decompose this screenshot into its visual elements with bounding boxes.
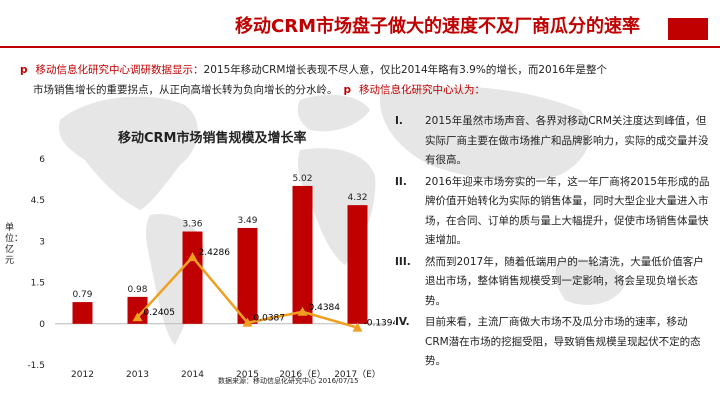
y-axis-label: 单位：亿元 (5, 223, 24, 266)
bar (347, 205, 368, 324)
y-tick-label: 1.5 (31, 279, 45, 289)
x-tick-label: 2015 (236, 370, 259, 380)
bar-value-label: 3.36 (182, 220, 202, 230)
x-tick-label: 2017（E） (334, 369, 381, 380)
opinion-item: III. 然而到2017年，随着低端用户的一轮清洗，大量低价值客户退出市场，整体… (395, 253, 710, 312)
data-source: 数据来源：移动信息化研究中心 2016/07/15 (218, 377, 359, 385)
bullet-marker: p (20, 64, 28, 76)
chart-title: 移动CRM市场销售规模及增长率 (118, 131, 307, 146)
opinion-list: I. 2015年虽然市场声音、各界对移动CRM关注度达到峰值，但实际厂商主要在做… (395, 112, 710, 374)
opinion-heading: 移动信息化研究中心认为： (359, 84, 486, 96)
title-divider (0, 46, 720, 48)
intro-text-2: 市场销售增长的重要拐点，从正向高增长转为负向增长的分水岭。 (33, 84, 338, 96)
intro-paragraph: p 移动信息化研究中心调研数据显示：2015年移动CRM增长表现不尽人意，仅比20… (20, 60, 700, 100)
intro-highlight: 移动信息化研究中心调研数据显示： (35, 64, 204, 76)
title-accent-block (668, 18, 708, 40)
opinion-number: III. (395, 255, 411, 268)
bar (292, 185, 313, 324)
bar-value-label: 4.32 (347, 193, 367, 203)
y-tick-label: 3 (39, 237, 45, 247)
bar-value-label: 0.98 (127, 285, 147, 295)
intro-line-2: 市场销售增长的重要拐点，从正向高增长转为负向增长的分水岭。 p 移动信息化研究中心认… (20, 80, 700, 100)
opinion-text: 2015年虽然市场声音、各界对移动CRM关注度达到峰值，但实际厂商主要在做市场推… (425, 115, 709, 166)
opinion-item: I. 2015年虽然市场声音、各界对移动CRM关注度达到峰值，但实际厂商主要在做… (395, 112, 710, 171)
growth-value-label: 2.4286 (199, 248, 231, 258)
y-tick-label: 6 (39, 155, 45, 165)
bar (72, 302, 93, 324)
sales-chart: 6 4.5 3 1.5 0 -1.5 0.79 0.98 3.36 3.49 5.02 4.32 0.2… (27, 155, 396, 380)
opinion-text: 然而到2017年，随着低端用户的一轮清洗，大量低价值客户退出市场，整体销售规模受… (425, 255, 704, 307)
growth-marker (187, 252, 198, 262)
y-tick-label: 4.5 (31, 196, 45, 206)
bar (237, 227, 258, 324)
growth-value-label: 0.2405 (144, 308, 176, 318)
intro-line-1: p 移动信息化研究中心调研数据显示：2015年移动CRM增长表现不尽人意，仅比20… (20, 60, 700, 80)
x-tick-label: 2014 (181, 370, 204, 380)
intro-text: 2015年移动CRM增长表现不尽人意，仅比2014年略有3.9%的增长，而201… (203, 64, 608, 76)
bar (127, 296, 148, 324)
opinion-number: I. (395, 115, 403, 127)
bullet-marker-2: p (343, 84, 352, 96)
growth-marker (242, 317, 253, 327)
growth-value-label: 0.0387 (254, 314, 286, 324)
bar (182, 231, 203, 324)
growth-value-label: 0.4384 (309, 303, 341, 313)
opinion-item: II. 2016年迎来市场夯实的一年，这一年厂商将2015年形成的品牌价值开始转… (395, 173, 710, 251)
growth-value-label: -0.1394 (364, 319, 396, 329)
opinion-text: 2016年迎来市场夯实的一年，这一年厂商将2015年形成的品牌价值开始转化为实际… (425, 175, 710, 247)
growth-marker (132, 312, 143, 322)
x-tick-label: 2013 (126, 370, 149, 380)
bar-value-label: 5.02 (292, 174, 312, 184)
opinion-item: IV. 目前来看，主流厂商做大市场不及瓜分市场的速率，移动CRM潜在市场的挖掘受… (395, 313, 710, 372)
growth-marker (297, 306, 308, 316)
x-tick-label: 2016（E） (279, 369, 326, 380)
x-tick-label: 2012 (71, 370, 94, 380)
bar-value-label: 3.49 (237, 216, 257, 226)
page-title: 移动CRM市场盘子做大的速度不及厂商瓜分的速率 (235, 16, 640, 37)
bar-value-label: 0.79 (72, 290, 92, 300)
opinion-number: II. (395, 175, 407, 188)
y-tick-label: -1.5 (27, 361, 45, 371)
y-tick-label: 0 (39, 320, 45, 330)
growth-marker (352, 322, 363, 332)
opinion-text: 目前来看，主流厂商做大市场不及瓜分市场的速率，移动CRM潜在市场的挖掘受阻，导致… (425, 316, 701, 367)
opinion-number: IV. (395, 316, 410, 328)
